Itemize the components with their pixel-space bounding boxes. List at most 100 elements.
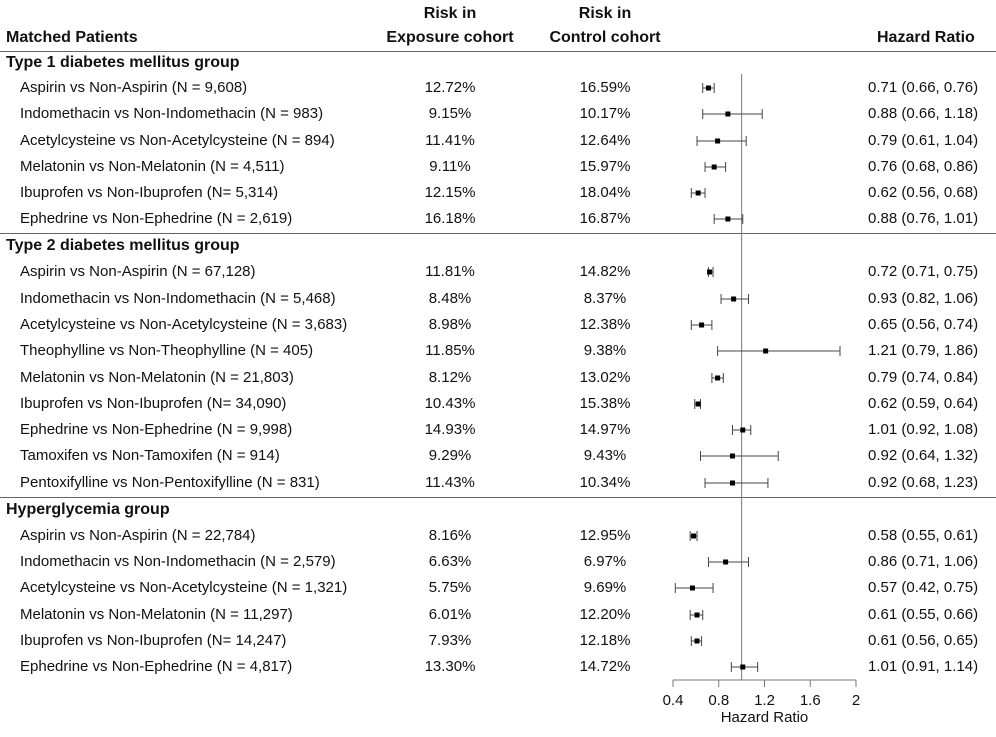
header-exposure-line1: Risk in <box>423 5 477 22</box>
row-exposure-risk: 8.16% <box>428 527 472 544</box>
row-control-risk: 14.97% <box>579 421 631 438</box>
x-tick-label: 2 <box>852 692 860 709</box>
row-hazard-ratio: 0.62 (0.56, 0.68) <box>868 184 979 201</box>
hr-point <box>731 296 737 302</box>
hr-point <box>694 638 700 644</box>
row-label: Ibuprofen vs Non-Ibuprofen (N= 34,090) <box>20 395 287 412</box>
hr-point <box>729 480 735 486</box>
x-tick-label: 0.4 <box>663 692 684 709</box>
row-control-risk: 14.72% <box>579 658 631 675</box>
row-exposure-risk: 9.15% <box>428 105 472 122</box>
header-hazard-ratio: Hazard Ratio <box>877 29 975 46</box>
row-control-risk: 6.97% <box>583 553 627 570</box>
row-label: Ibuprofen vs Non-Ibuprofen (N= 14,247) <box>20 632 287 649</box>
group-rule <box>0 497 996 498</box>
hr-point <box>725 111 731 117</box>
row-control-risk: 9.69% <box>583 579 627 596</box>
row-exposure-risk: 11.81% <box>425 263 475 280</box>
header-matched-patients: Matched Patients <box>6 29 138 46</box>
row-hazard-ratio: 1.21 (0.79, 1.86) <box>868 342 979 359</box>
row-label: Aspirin vs Non-Aspirin (N = 9,608) <box>20 79 248 96</box>
row-hazard-ratio: 1.01 (0.91, 1.14) <box>868 658 979 675</box>
row-control-risk: 9.38% <box>583 342 627 359</box>
row-label: Aspirin vs Non-Aspirin (N = 22,784) <box>20 527 256 544</box>
row-hazard-ratio: 0.79 (0.61, 1.04) <box>868 132 979 149</box>
row-hazard-ratio: 0.62 (0.59, 0.64) <box>868 395 979 412</box>
row-hazard-ratio: 0.92 (0.64, 1.32) <box>868 447 979 464</box>
row-hazard-ratio: 0.58 (0.55, 0.61) <box>868 527 979 544</box>
row-exposure-risk: 7.93% <box>428 632 472 649</box>
row-hazard-ratio: 0.93 (0.82, 1.06) <box>868 290 979 307</box>
x-tick-label: 1.2 <box>754 692 775 709</box>
row-hazard-ratio: 1.01 (0.92, 1.08) <box>868 421 979 438</box>
row-control-risk: 10.17% <box>579 105 631 122</box>
hr-point <box>695 190 701 196</box>
row-hazard-ratio: 0.61 (0.55, 0.66) <box>868 606 979 623</box>
row-exposure-risk: 5.75% <box>428 579 472 596</box>
row-exposure-risk: 9.11% <box>429 158 471 175</box>
row-label: Theophylline vs Non-Theophylline (N = 40… <box>20 342 314 359</box>
row-hazard-ratio: 0.65 (0.56, 0.74) <box>868 316 979 333</box>
row-label: Acetylcysteine vs Non-Acetylcysteine (N … <box>20 316 348 333</box>
hr-point <box>715 375 721 381</box>
row-label: Ibuprofen vs Non-Ibuprofen (N= 5,314) <box>20 184 279 201</box>
row-exposure-risk: 6.01% <box>428 606 472 623</box>
row-hazard-ratio: 0.79 (0.74, 0.84) <box>868 369 979 386</box>
row-exposure-risk: 8.98% <box>428 316 472 333</box>
hr-point <box>740 427 746 433</box>
group-rule <box>0 233 996 234</box>
row-exposure-risk: 9.29% <box>428 447 472 464</box>
row-hazard-ratio: 0.71 (0.66, 0.76) <box>868 79 979 96</box>
row-exposure-risk: 16.18% <box>424 210 476 227</box>
row-exposure-risk: 6.63% <box>428 553 472 570</box>
header-control-line1: Risk in <box>578 5 632 22</box>
row-control-risk: 10.34% <box>579 474 631 491</box>
row-label: Indomethacin vs Non-Indomethacin (N = 98… <box>20 105 324 122</box>
group-title-type1: Type 1 diabetes mellitus group <box>6 54 240 71</box>
row-label: Indomethacin vs Non-Indomethacin (N = 2,… <box>20 553 336 570</box>
x-axis-label: Hazard Ratio <box>721 709 809 726</box>
row-exposure-risk: 11.85% <box>425 342 475 359</box>
hr-point <box>723 559 729 565</box>
hr-point <box>763 348 769 354</box>
hr-point <box>705 85 711 91</box>
row-hazard-ratio: 0.57 (0.42, 0.75) <box>868 579 979 596</box>
row-label: Acetylcysteine vs Non-Acetylcysteine (N … <box>20 132 335 149</box>
row-control-risk: 8.37% <box>583 290 627 307</box>
row-control-risk: 12.95% <box>579 527 631 544</box>
row-control-risk: 15.97% <box>579 158 631 175</box>
row-control-risk: 16.87% <box>579 210 631 227</box>
row-hazard-ratio: 0.72 (0.71, 0.75) <box>868 263 979 280</box>
row-label: Ephedrine vs Non-Ephedrine (N = 2,619) <box>20 210 293 227</box>
hr-point <box>707 269 713 275</box>
hr-point <box>715 138 721 144</box>
row-exposure-risk: 14.93% <box>424 421 476 438</box>
hr-point <box>694 612 700 618</box>
row-exposure-risk: 10.43% <box>424 395 476 412</box>
row-exposure-risk: 8.48% <box>428 290 472 307</box>
row-exposure-risk: 8.12% <box>428 369 472 386</box>
row-exposure-risk: 11.43% <box>425 474 475 491</box>
hr-point <box>699 322 705 328</box>
row-exposure-risk: 11.41% <box>425 132 475 149</box>
row-hazard-ratio: 0.88 (0.76, 1.01) <box>868 210 979 227</box>
hr-point <box>691 533 697 539</box>
x-tick-label: 0.8 <box>708 692 729 709</box>
row-control-risk: 12.18% <box>579 632 631 649</box>
hr-point <box>689 585 695 591</box>
row-hazard-ratio: 0.61 (0.56, 0.65) <box>868 632 979 649</box>
hr-point <box>740 664 746 670</box>
group-title-type2: Type 2 diabetes mellitus group <box>6 237 240 254</box>
header-exposure-line2: Exposure cohort <box>386 29 514 46</box>
row-control-risk: 12.38% <box>579 316 631 333</box>
row-label: Indomethacin vs Non-Indomethacin (N = 5,… <box>20 290 336 307</box>
row-label: Aspirin vs Non-Aspirin (N = 67,128) <box>20 263 256 280</box>
hr-point <box>711 164 717 170</box>
row-label: Tamoxifen vs Non-Tamoxifen (N = 914) <box>20 447 280 464</box>
row-label: Acetylcysteine vs Non-Acetylcysteine (N … <box>20 579 348 596</box>
header-rule <box>0 51 996 52</box>
row-control-risk: 9.43% <box>583 447 627 464</box>
row-control-risk: 14.82% <box>579 263 631 280</box>
group-title-hyperglycemia: Hyperglycemia group <box>6 501 170 518</box>
